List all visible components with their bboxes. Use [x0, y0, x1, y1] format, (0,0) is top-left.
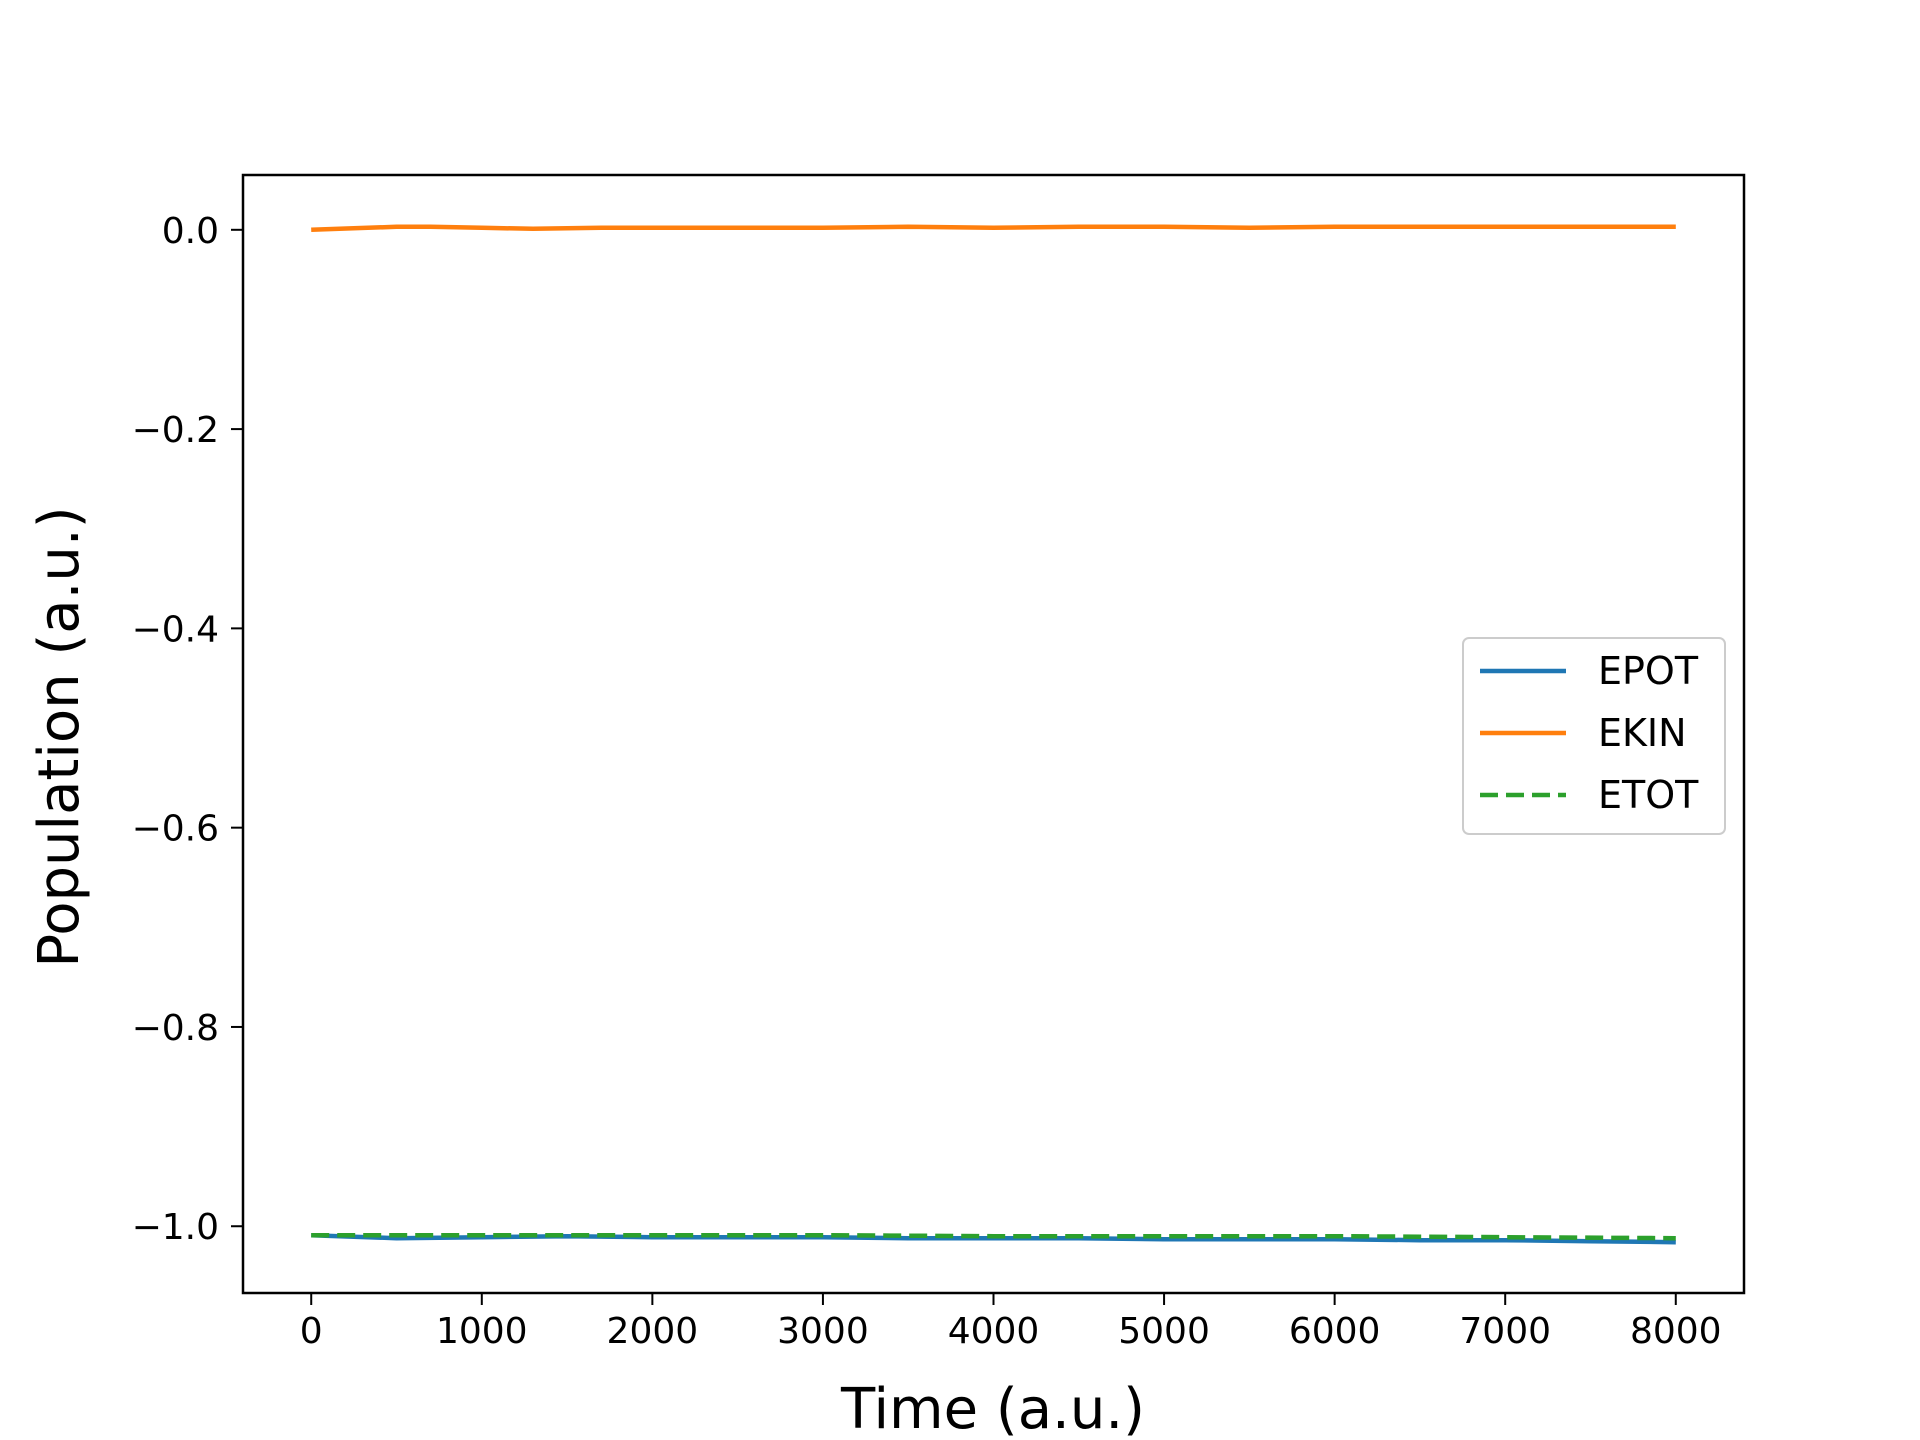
legend: EPOT EKIN ETOT [1462, 637, 1726, 835]
y-tick-label: −0.8 [132, 1008, 219, 1049]
axes-layer: 0 1000 2000 3000 4000 5000 6000 7000 8000 0.0 −0.2… [132, 173, 1746, 1352]
x-tick-label: 5000 [1118, 1311, 1210, 1352]
series-line-ekin [311, 224, 1676, 233]
x-tick-label: 8000 [1630, 1311, 1722, 1352]
y-tick-label: −0.2 [132, 410, 219, 451]
y-axis-title: Population (a.u.) [27, 506, 92, 967]
x-tick-label: 6000 [1289, 1311, 1381, 1352]
x-tick-label: 1000 [436, 1311, 528, 1352]
x-tick-label: 7000 [1459, 1311, 1551, 1352]
series-layer [311, 224, 1676, 1245]
x-tick-label: 2000 [607, 1311, 699, 1352]
y-tick-label: −1.0 [132, 1207, 219, 1248]
legend-label-epot: EPOT [1598, 649, 1699, 693]
x-tick-label: 4000 [948, 1311, 1040, 1352]
y-tick-label: −0.4 [132, 609, 219, 650]
x-tick-label: 0 [300, 1311, 323, 1352]
legend-label-ekin: EKIN [1598, 711, 1687, 755]
legend-box [1462, 637, 1726, 835]
series-line-etot [311, 1232, 1676, 1241]
y-tick-label: 0.0 [162, 211, 219, 252]
x-axis-title: Time (a.u.) [840, 1377, 1145, 1440]
legend-label-etot: ETOT [1598, 773, 1699, 817]
x-tick-label: 3000 [777, 1311, 869, 1352]
y-tick-label: −0.6 [132, 809, 219, 850]
